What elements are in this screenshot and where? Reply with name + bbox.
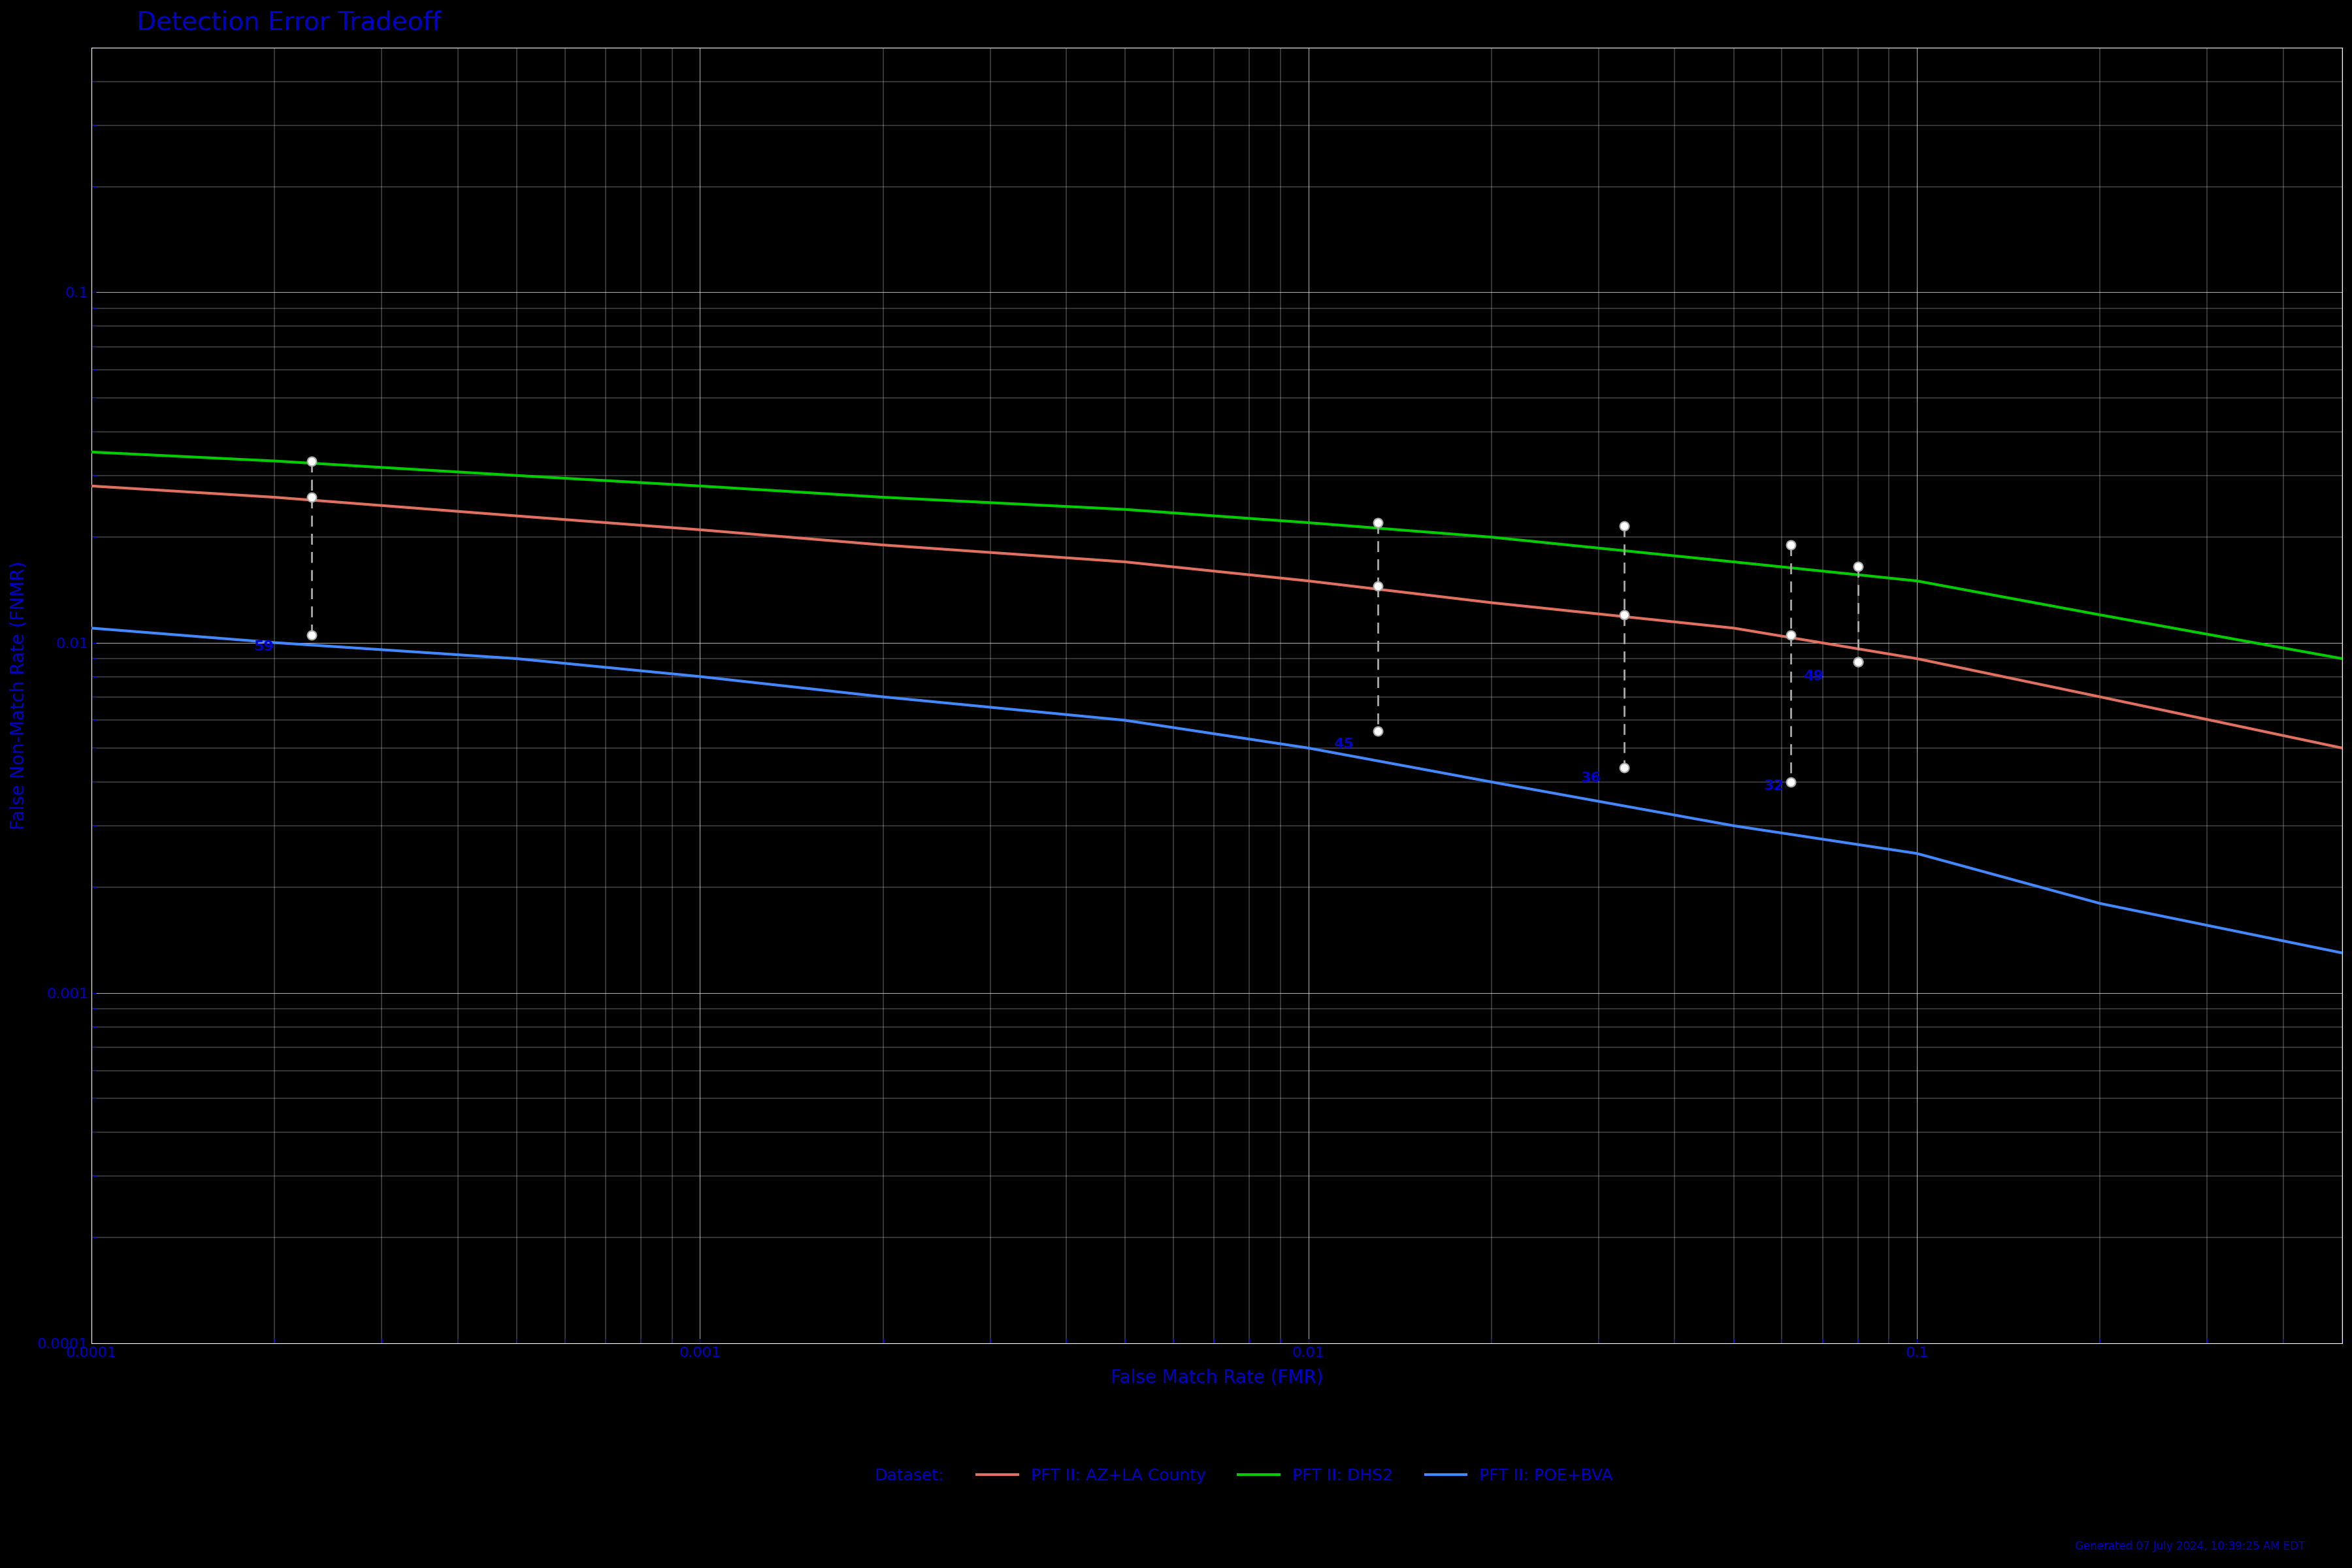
Text: 59: 59	[254, 640, 275, 652]
Text: 45: 45	[1334, 737, 1355, 751]
Legend: Dataset:, PFT II: AZ+LA County, PFT II: DHS2, PFT II: POE+BVA: Dataset:, PFT II: AZ+LA County, PFT II: …	[814, 1461, 1621, 1490]
Text: 32: 32	[1764, 779, 1783, 792]
Y-axis label: False Non-Match Rate (FNMR): False Non-Match Rate (FNMR)	[9, 561, 28, 829]
Text: Generated 07 July 2024, 10:39:25 AM EDT: Generated 07 July 2024, 10:39:25 AM EDT	[2074, 1540, 2305, 1552]
Text: 49: 49	[1804, 670, 1823, 684]
X-axis label: False Match Rate (FMR): False Match Rate (FMR)	[1110, 1369, 1324, 1386]
Text: Detection Error Tradeoff: Detection Error Tradeoff	[136, 9, 440, 34]
Text: 36: 36	[1581, 771, 1602, 784]
